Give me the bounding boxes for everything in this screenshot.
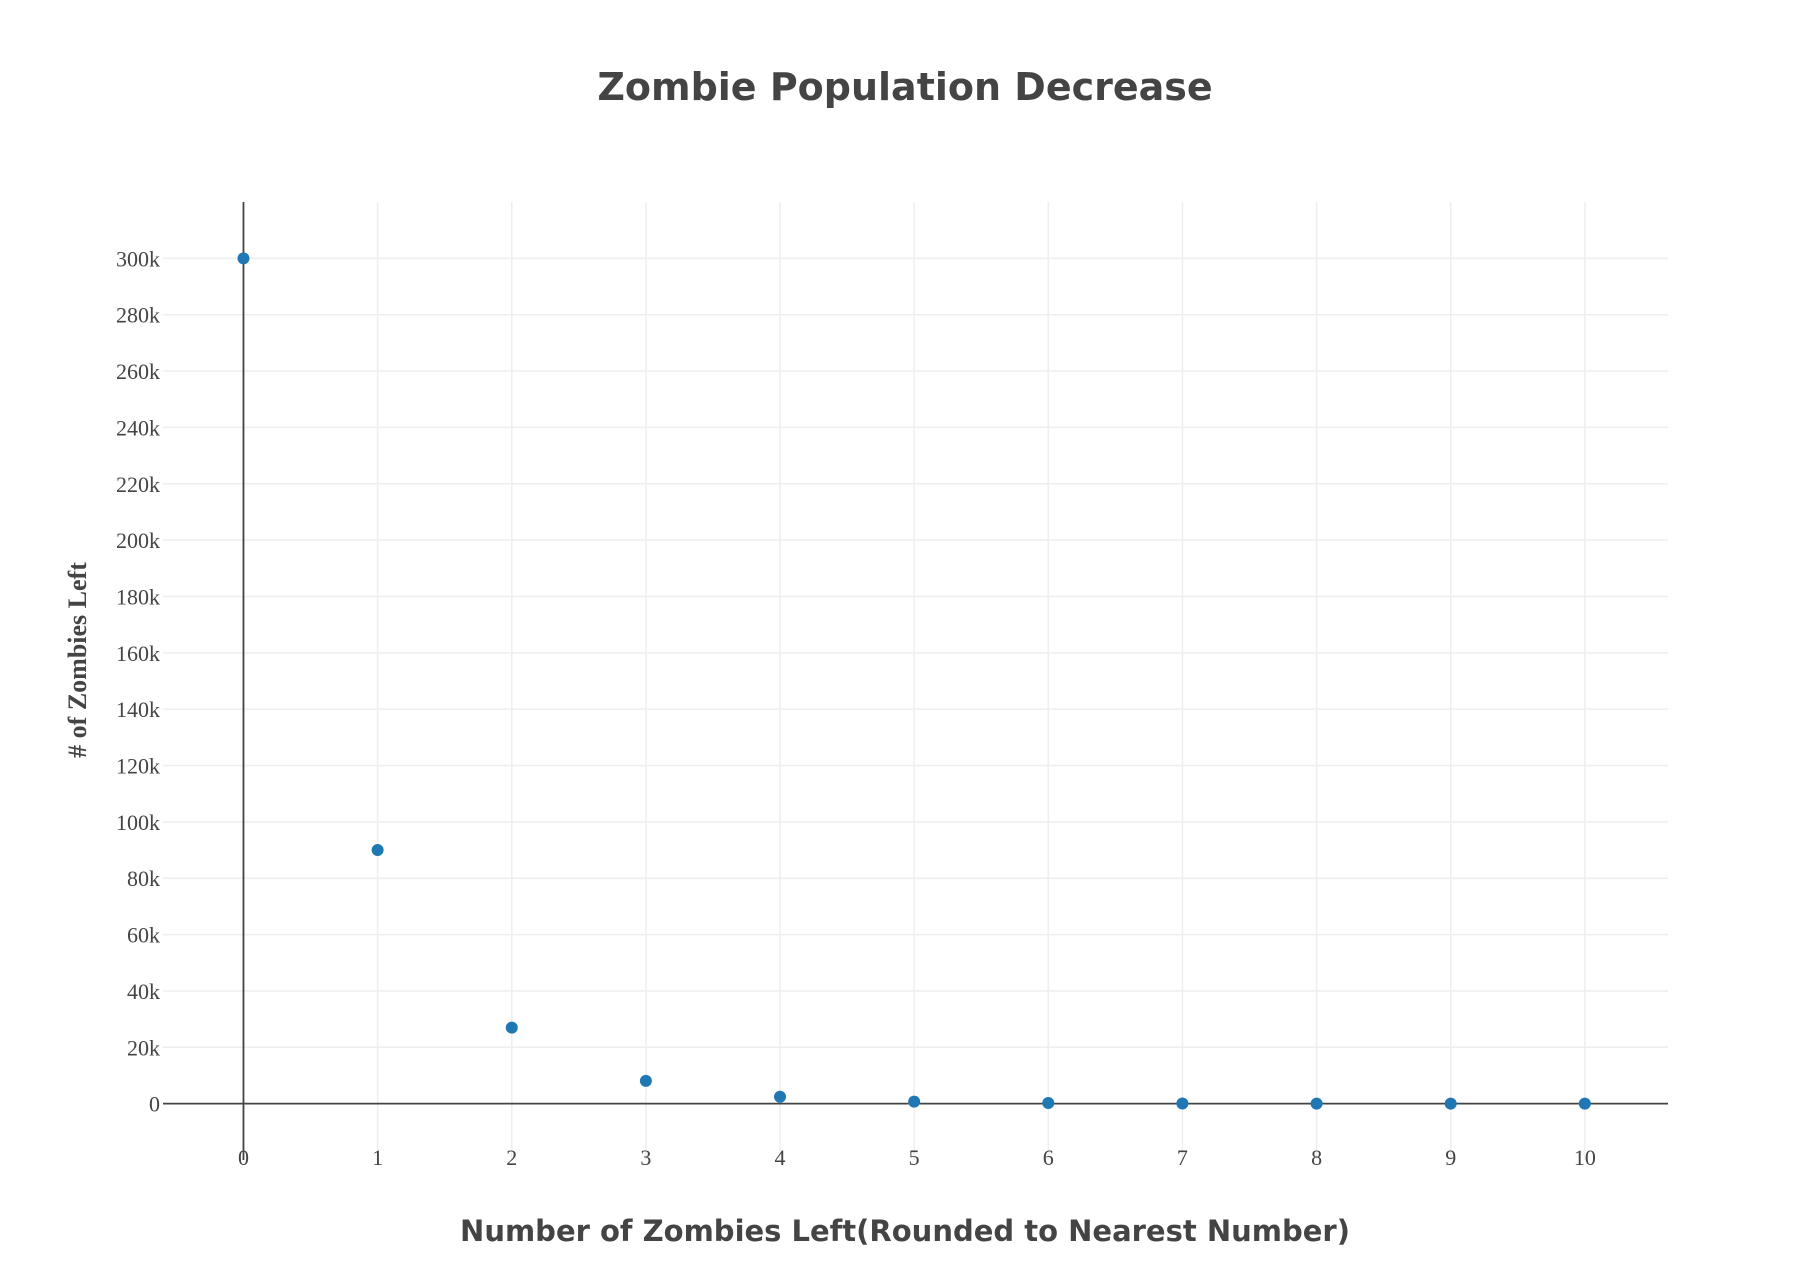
x-tick-label: 1 (372, 1145, 383, 1170)
data-point (1578, 1097, 1591, 1110)
y-axis-label: # of Zombies Left (63, 562, 92, 758)
y-tick-label: 40k (127, 979, 160, 1004)
data-point (237, 252, 250, 265)
grid-lines (163, 202, 1668, 1160)
x-tick-label: 8 (1311, 1145, 1322, 1170)
y-tick-label: 220k (116, 472, 160, 497)
x-axis-label: Number of Zombies Left(Rounded to Neares… (460, 1214, 1350, 1248)
x-tick-label: 9 (1445, 1145, 1456, 1170)
data-point (908, 1095, 921, 1108)
x-tick-labels: 0 1 2 3 4 5 6 7 8 9 10 (238, 1145, 1596, 1170)
y-tick-label: 80k (127, 866, 160, 891)
x-tick-label: 7 (1177, 1145, 1188, 1170)
y-tick-label: 280k (116, 303, 160, 328)
y-tick-label: 160k (116, 641, 160, 666)
y-tick-label: 200k (116, 528, 160, 553)
y-tick-label: 120k (116, 754, 160, 779)
y-tick-label: 180k (116, 584, 160, 609)
x-tick-label: 4 (775, 1145, 786, 1170)
x-tick-label: 0 (238, 1145, 249, 1170)
x-tick-label: 3 (640, 1145, 651, 1170)
y-tick-label: 140k (116, 697, 160, 722)
chart-title: Zombie Population Decrease (597, 65, 1212, 109)
data-point (774, 1090, 787, 1103)
data-point (639, 1074, 652, 1087)
y-tick-label: 20k (127, 1035, 160, 1060)
data-point (505, 1021, 518, 1034)
y-tick-label: 240k (116, 415, 160, 440)
x-tick-label: 6 (1043, 1145, 1054, 1170)
x-tick-label: 10 (1574, 1145, 1596, 1170)
y-tick-label: 100k (116, 810, 160, 835)
x-tick-label: 2 (506, 1145, 517, 1170)
data-point (1176, 1097, 1189, 1110)
data-points (237, 252, 1591, 1110)
data-point (1042, 1097, 1055, 1110)
y-tick-label: 260k (116, 359, 160, 384)
y-tick-label: 0 (149, 1092, 160, 1117)
y-tick-label: 60k (127, 923, 160, 948)
data-point (1310, 1097, 1323, 1110)
data-point (371, 844, 384, 857)
y-tick-labels: 0 20k 40k 60k 80k 100k 120k 140k 160k 180k 200k 220… (116, 246, 160, 1116)
data-point (1444, 1097, 1457, 1110)
y-tick-label: 300k (116, 246, 160, 271)
x-tick-label: 5 (909, 1145, 920, 1170)
